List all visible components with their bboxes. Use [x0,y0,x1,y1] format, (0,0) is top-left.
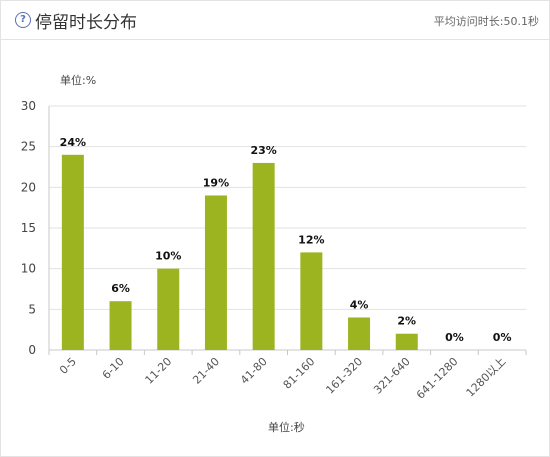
bar-value-label: 2% [397,315,416,328]
y-tick-label: 30 [21,99,36,113]
bar-value-label: 4% [350,298,369,311]
y-tick-label: 20 [21,180,36,194]
y-tick-label: 25 [21,140,36,154]
bar-value-label: 19% [203,176,229,189]
x-tick-label: 11-20 [143,355,175,387]
bar-value-label: 0% [445,331,464,344]
y-axis-unit: 单位:% [60,74,97,87]
bar [252,162,275,350]
bar-value-label: 6% [111,282,130,295]
panel-title: 停留时长分布 [35,13,137,33]
y-tick-label: 0 [28,343,36,357]
bar [157,268,180,350]
help-circle-icon[interactable]: ? [15,12,31,28]
bar-value-label: 12% [298,233,324,246]
y-tick-label: 5 [28,302,36,316]
bar-value-label: 24% [60,136,86,149]
bar [348,317,371,350]
average-duration: 平均访问时长:50.1秒 [433,15,539,28]
x-tick-label: 1280以上 [464,355,509,400]
panel-header: ? 停留时长分布 平均访问时长:50.1秒 [1,1,549,40]
x-tick-label: 161-320 [323,355,365,397]
bar [61,154,84,350]
x-tick-label: 0-5 [57,355,79,377]
bar [109,301,132,350]
y-tick-label: 10 [21,262,36,276]
x-tick-label: 6-10 [100,355,127,382]
y-tick-label: 15 [21,221,36,235]
x-tick-label: 21-40 [190,355,222,387]
x-axis-unit: 单位:秒 [268,421,305,434]
bar-value-label: 10% [155,250,181,263]
bar [204,195,227,350]
bar [300,252,323,350]
bar-value-label: 23% [250,144,276,157]
x-tick-label: 321-640 [371,355,413,397]
bar-value-label: 0% [493,331,512,344]
x-tick-label: 81-160 [281,355,318,392]
x-tick-label: 641-1280 [414,355,461,402]
bar [395,333,418,350]
x-tick-label: 41-80 [238,355,270,387]
